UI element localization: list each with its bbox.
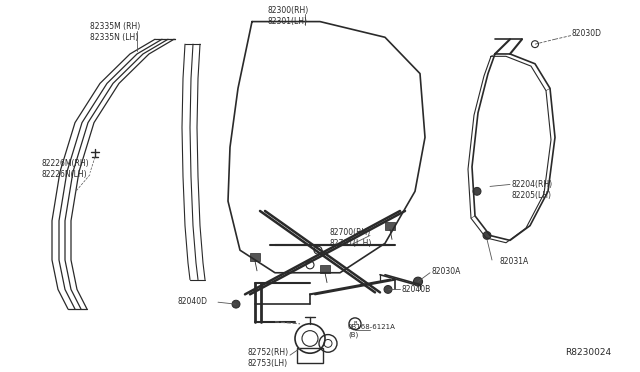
Bar: [297, 348, 323, 363]
Bar: [250, 253, 260, 261]
Text: 82700(RH)
82701(L.H): 82700(RH) 82701(L.H): [330, 228, 372, 248]
Text: 82226M(RH)
82226N(LH): 82226M(RH) 82226N(LH): [42, 159, 90, 179]
Text: 82031A: 82031A: [500, 257, 529, 266]
Text: 82204(RH)
82205(LH): 82204(RH) 82205(LH): [512, 180, 553, 200]
Bar: [385, 222, 395, 230]
Text: 82300(RH)
82301(LH): 82300(RH) 82301(LH): [268, 6, 309, 26]
Bar: [320, 265, 330, 273]
Text: 82335M (RH)
82335N (LH): 82335M (RH) 82335N (LH): [90, 22, 140, 42]
Circle shape: [413, 277, 422, 286]
Text: R8230024: R8230024: [565, 348, 611, 357]
Text: 82040B: 82040B: [402, 285, 431, 294]
Text: 0B168-6121A
(B): 0B168-6121A (B): [348, 324, 396, 338]
Circle shape: [232, 300, 240, 308]
Circle shape: [473, 187, 481, 195]
Text: B: B: [353, 321, 357, 326]
Text: 82040D: 82040D: [178, 297, 208, 306]
Text: 82030A: 82030A: [432, 267, 461, 276]
Text: 82752(RH)
82753(LH): 82752(RH) 82753(LH): [248, 348, 289, 368]
Circle shape: [483, 231, 491, 240]
Circle shape: [384, 286, 392, 294]
Text: 82030D: 82030D: [572, 29, 602, 38]
